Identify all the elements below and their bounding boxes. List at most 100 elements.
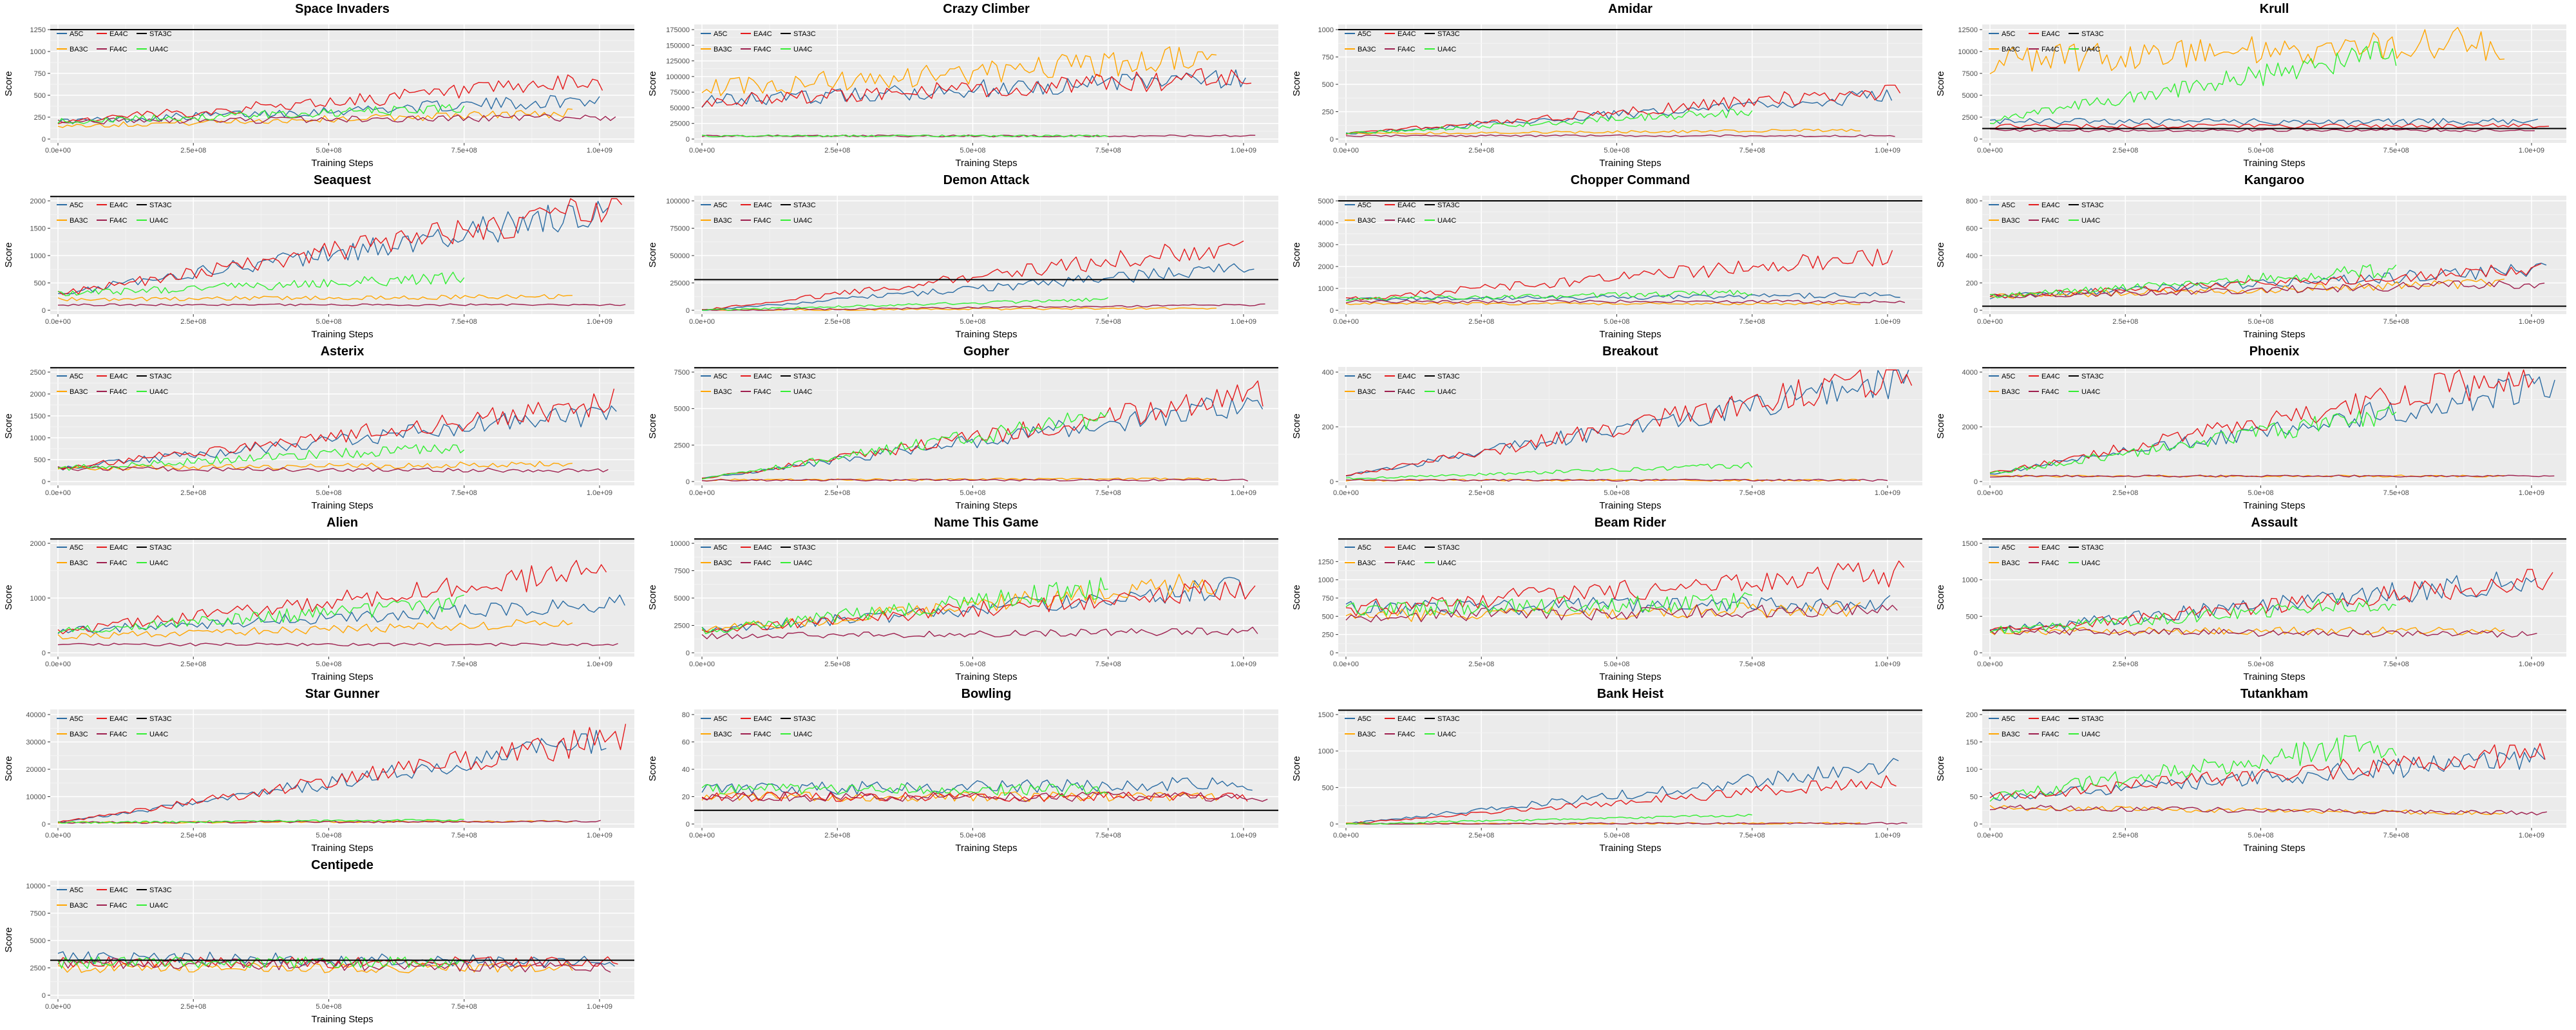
legend-label-ba3c: BA3C [2002,731,2020,738]
chart-panel: Assault 0.0e+00 2.5e+08 5.0e+08 7.5e+08 1.0e+… [1932,514,2576,685]
x-tick-label: 0.0e+00 [1333,489,1359,497]
y-tick-label: 0 [1330,307,1334,315]
x-tick-label: 0.0e+00 [689,832,715,839]
legend-label-ea4c: EA4C [109,201,128,209]
legend-label-sta3c: STA3C [149,373,172,380]
x-tick-label: 5.0e+08 [316,660,341,668]
chart-panel: Tutankham 0.0e+00 2.5e+08 5.0e+08 7.5e+08 1.0… [1932,685,2576,856]
y-tick-label: 600 [1966,225,1978,233]
series-line-fa4c [57,303,626,306]
legend-label-ba3c: BA3C [70,559,88,567]
legend: A5C EA4C STA3C BA3C FA4C UA4C [701,30,816,53]
series-line-ea4c [57,388,615,471]
x-axis-label: Training Steps [2243,843,2305,854]
y-tick-label: 60 [682,739,690,747]
y-tick-label: 5000 [1962,92,1978,100]
series-line-ba3c [1989,26,2505,75]
x-tick-label: 2.5e+08 [180,147,206,154]
x-tick-label: 5.0e+08 [1604,660,1629,668]
x-tick-label: 7.5e+08 [1095,832,1121,839]
chart-panel: Space Invaders 0.0e+00 2.5e+08 5.0e+08 7.5e+… [0,0,644,171]
chart-panel: Seaquest 0.0e+00 2.5e+08 5.0e+08 7.5e+08 1.0e… [0,171,644,342]
y-tick-label: 5000 [30,937,46,945]
y-tick-label: 2500 [674,623,690,630]
chart-svg: Centipede 0.0e+00 2.5e+08 5.0e+08 7.5e+08 1.0… [3,858,634,1025]
chart-svg: Breakout 0.0e+00 2.5e+08 5.0e+08 7.5e+08 1.0e… [1291,344,1922,511]
x-tick-label: 1.0e+09 [1875,318,1900,326]
y-tick-label: 500 [1322,784,1334,792]
legend: A5C EA4C STA3C BA3C FA4C UA4C [57,544,172,567]
y-axis-label: Score [3,756,14,781]
plot-background [50,196,634,314]
x-tick-label: 7.5e+08 [2383,832,2409,839]
chart-title: Phoenix [2249,344,2300,359]
y-tick-label: 40000 [26,711,46,719]
x-tick-label: 0.0e+00 [689,660,715,668]
legend-label-ua4c: UA4C [793,46,812,53]
y-axis-label: Score [647,585,658,610]
series-line-ua4c [701,134,1108,138]
y-tick-label: 1250 [1318,558,1334,566]
chart-title: Demon Attack [943,173,1030,187]
series-group [701,240,1265,311]
plot-background [694,196,1278,314]
y-axis-label: Score [3,242,14,267]
legend-label-ea4c: EA4C [109,30,128,38]
chart-svg: Krull 0.0e+00 2.5e+08 5.0e+08 7.5e+08 1.0e+09… [1935,2,2566,169]
series-line-ua4c [57,272,465,297]
legend-label-fa4c: FA4C [1397,217,1416,225]
x-tick-label: 2.5e+08 [824,489,850,497]
legend-label-fa4c: FA4C [753,731,772,738]
series-line-ua4c [701,297,1108,311]
y-tick-label: 10000 [26,794,46,801]
series-line-ua4c [1989,735,2397,802]
y-axis-label: Score [647,71,658,96]
legend-label-ua4c: UA4C [2081,217,2100,225]
y-axis-label: Score [1291,71,1302,96]
chart-svg: Star Gunner 0.0e+00 2.5e+08 5.0e+08 7.5e+08 1… [3,687,634,854]
x-tick-label: 7.5e+08 [451,1003,477,1011]
x-tick-label: 0.0e+00 [45,1003,71,1011]
legend-label-ba3c: BA3C [2002,217,2020,225]
x-tick-label: 2.5e+08 [1468,147,1494,154]
y-tick-label: 200 [1322,424,1334,431]
x-axis-label: Training Steps [311,329,373,340]
y-tick-label: 1500 [1962,540,1978,548]
x-tick-label: 1.0e+09 [1231,660,1256,668]
y-tick-label: 100000 [666,73,690,81]
legend-label-fa4c: FA4C [753,559,772,567]
y-tick-label: 0 [1974,307,1978,315]
legend: A5C EA4C STA3C BA3C FA4C UA4C [1989,715,2104,738]
y-tick-label: 1000 [1318,26,1334,34]
legend-label-sta3c: STA3C [1437,201,1460,209]
x-tick-label: 0.0e+00 [689,147,715,154]
y-tick-label: 50000 [670,252,690,260]
series-line-ua4c [701,411,1109,480]
series-line-ua4c [701,783,1109,796]
chart-panel: Star Gunner 0.0e+00 2.5e+08 5.0e+08 7.5e+08 1… [0,685,644,856]
legend-label-ua4c: UA4C [1437,388,1456,396]
y-axis-label: Score [1291,413,1302,438]
y-tick-label: 5000 [1318,198,1334,205]
chart-svg: Phoenix 0.0e+00 2.5e+08 5.0e+08 7.5e+08 1.0e+… [1935,344,2566,511]
legend: A5C EA4C STA3C BA3C FA4C UA4C [57,373,172,396]
chart-title: Bowling [961,687,1012,701]
series-line-ea4c [1345,775,1897,825]
chart-title: Chopper Command [1571,173,1690,187]
y-tick-label: 25000 [670,280,690,288]
x-tick-label: 0.0e+00 [45,660,71,668]
x-tick-label: 2.5e+08 [2112,147,2138,154]
legend-label-a5c: A5C [2002,715,2015,723]
chart-panel: Krull 0.0e+00 2.5e+08 5.0e+08 7.5e+08 1.0e+09… [1932,0,2576,171]
y-tick-label: 0 [686,307,690,315]
series-line-ua4c [1989,41,2397,124]
chart-panel: Bowling 0.0e+00 2.5e+08 5.0e+08 7.5e+08 1.0e+… [644,685,1288,856]
chart-panel: Amidar 0.0e+00 2.5e+08 5.0e+08 7.5e+08 1.0e+0… [1288,0,1932,171]
y-tick-label: 0 [1330,650,1334,657]
y-tick-label: 0 [686,821,690,829]
chart-panel: Phoenix 0.0e+00 2.5e+08 5.0e+08 7.5e+08 1.0e+… [1932,342,2576,514]
y-tick-label: 0 [686,136,690,144]
series-group [701,380,1264,482]
y-tick-label: 10000 [1958,48,1978,56]
legend-label-sta3c: STA3C [793,715,816,723]
